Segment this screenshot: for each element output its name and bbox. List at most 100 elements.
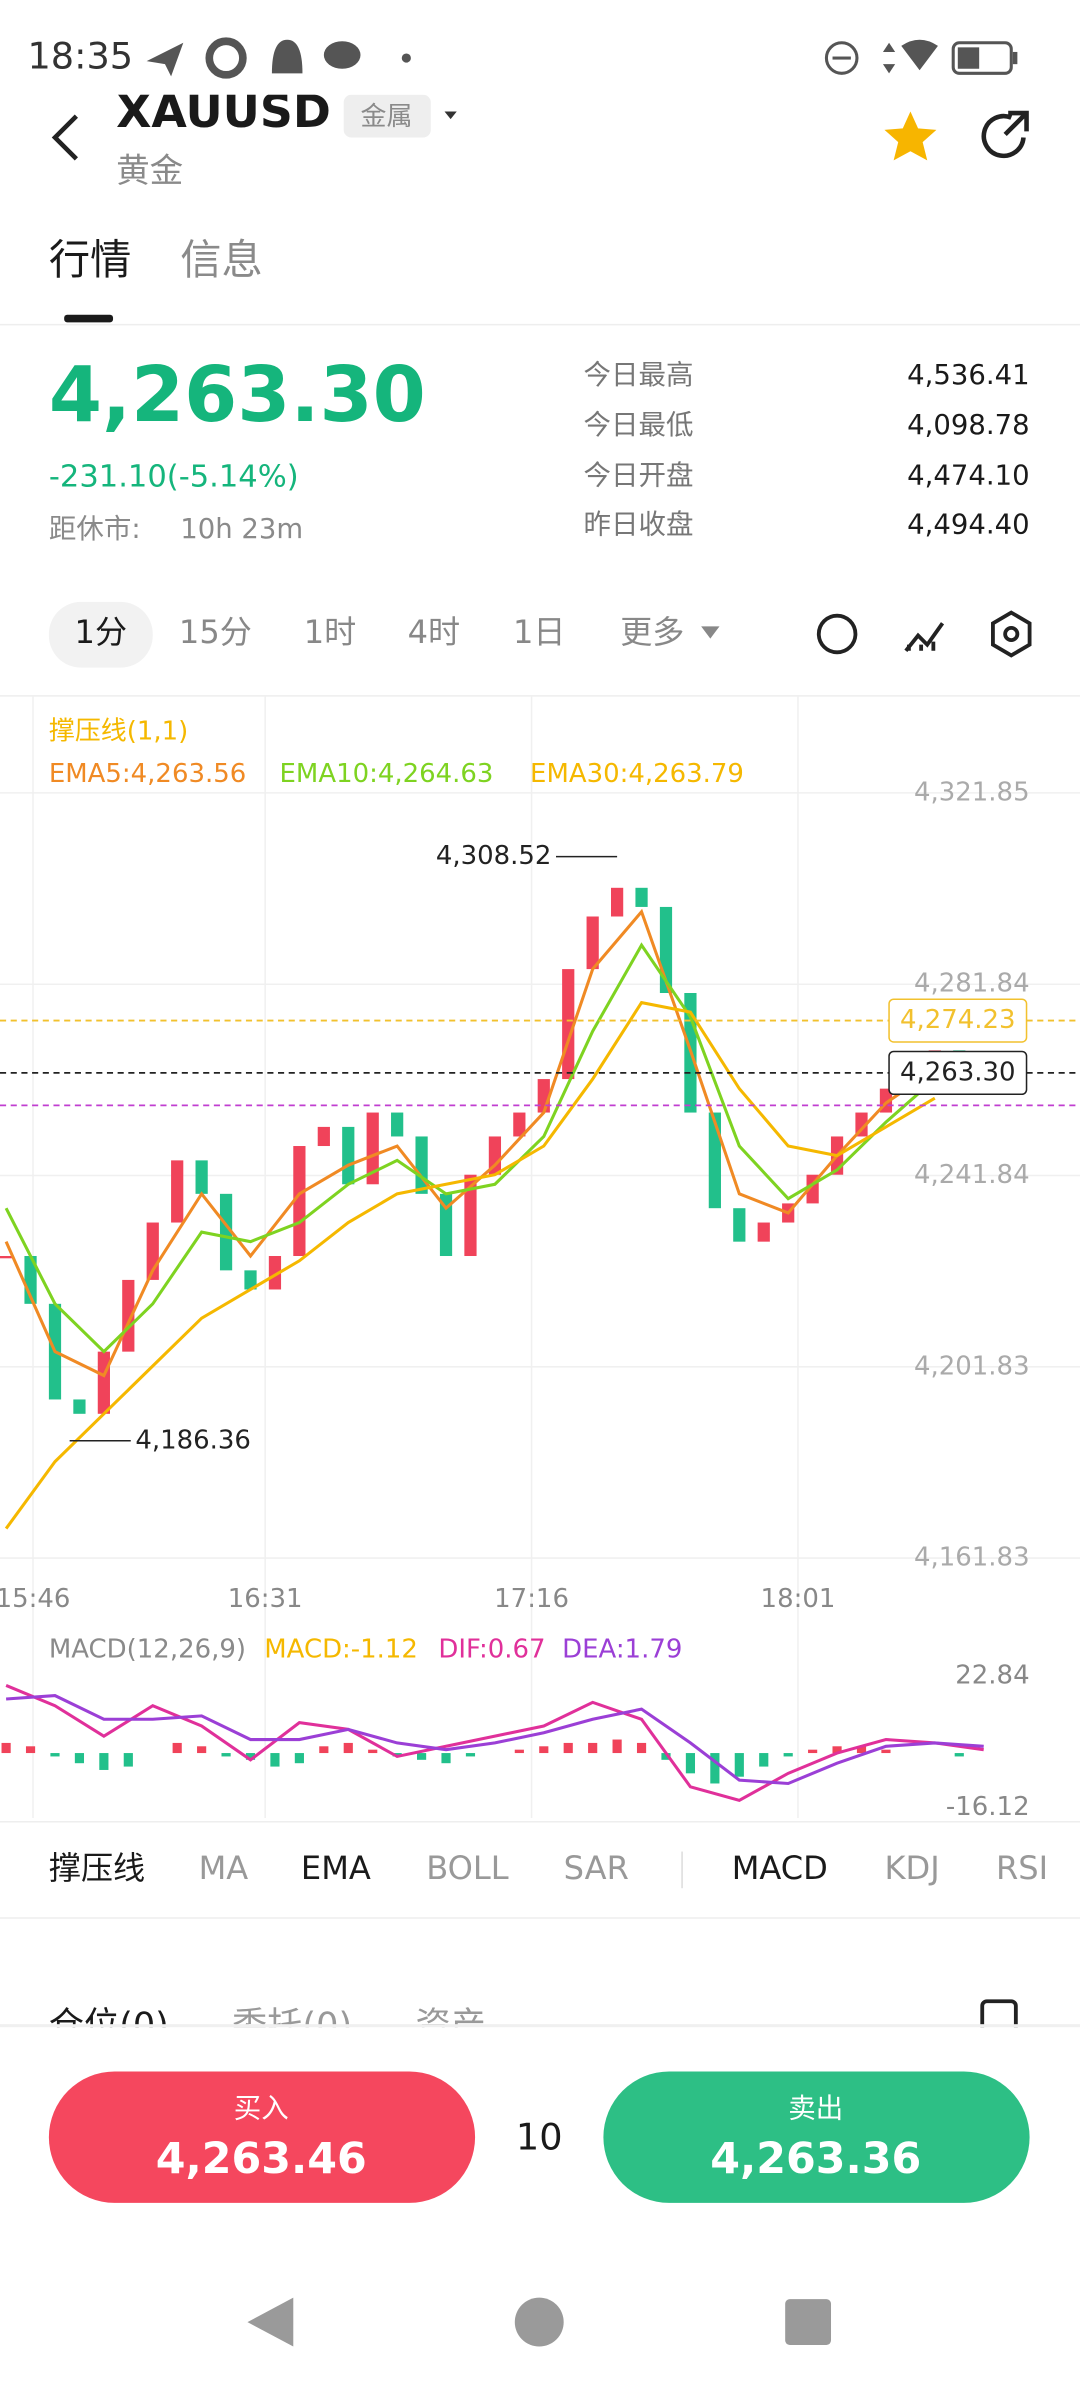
legend-entry: EMA5:4,263.56 bbox=[49, 759, 246, 789]
macd-bar bbox=[734, 1753, 744, 1777]
favorite-star[interactable] bbox=[884, 111, 937, 161]
dropdown-icon[interactable] bbox=[444, 111, 457, 120]
y-tick-label: 4,241.84 bbox=[914, 1160, 1030, 1190]
macd-bar bbox=[123, 1753, 133, 1767]
buy-button[interactable] bbox=[48, 2071, 476, 2203]
status-time: 18:35 bbox=[27, 35, 133, 78]
indicator-tab[interactable]: RSI bbox=[996, 1849, 1048, 1887]
candle bbox=[708, 1112, 721, 1209]
macd-bar bbox=[441, 1753, 451, 1764]
macd-bar bbox=[50, 1753, 60, 1757]
candle bbox=[122, 1279, 135, 1352]
macd-bar bbox=[612, 1739, 622, 1754]
y-tick-label: 4,161.83 bbox=[914, 1543, 1030, 1573]
y-tick-label: 4,201.83 bbox=[914, 1351, 1030, 1381]
candle bbox=[268, 1256, 282, 1290]
indicator-tab[interactable]: MA bbox=[199, 1849, 249, 1887]
tab[interactable]: 信息 bbox=[180, 236, 262, 284]
y-tick-label: -16.12 bbox=[946, 1792, 1030, 1822]
candle bbox=[317, 1126, 330, 1147]
indicator-tab[interactable]: BOLL bbox=[426, 1849, 509, 1887]
candle bbox=[635, 887, 648, 907]
x-tick-label: 16:31 bbox=[228, 1584, 303, 1614]
period[interactable]: 1日 bbox=[513, 613, 565, 651]
annotation: 4,186.36 bbox=[135, 1425, 251, 1455]
indicator-tab[interactable]: KDJ bbox=[884, 1849, 939, 1887]
candle bbox=[97, 1351, 110, 1414]
macd-bar bbox=[294, 1753, 304, 1764]
stat-label: 今日开盘 bbox=[584, 460, 694, 492]
indicator-tab[interactable]: MACD bbox=[732, 1849, 828, 1887]
info-button[interactable] bbox=[816, 613, 858, 655]
sell-button[interactable] bbox=[603, 2071, 1030, 2203]
macd-bar bbox=[172, 1742, 182, 1754]
nav-home[interactable] bbox=[514, 2297, 564, 2347]
tab-active[interactable]: 行情 bbox=[49, 236, 131, 284]
candle bbox=[757, 1222, 770, 1242]
panel-shadow bbox=[0, 2024, 1080, 2028]
more-arrow[interactable] bbox=[701, 626, 720, 639]
macd-bar bbox=[99, 1753, 109, 1770]
period[interactable]: 4时 bbox=[408, 613, 460, 651]
macd-bar bbox=[25, 1746, 36, 1754]
macd-bar bbox=[710, 1753, 720, 1784]
candle bbox=[219, 1193, 233, 1271]
period[interactable]: 15分 bbox=[179, 613, 252, 651]
macd-bar bbox=[661, 1753, 671, 1760]
dif-line bbox=[5, 1684, 984, 1803]
badge-bg bbox=[343, 94, 431, 138]
period-pill bbox=[48, 601, 153, 668]
stat-value: 4,536.41 bbox=[907, 359, 1029, 391]
candle bbox=[293, 1146, 306, 1257]
candle bbox=[464, 1174, 477, 1257]
y-tick-label: 4,321.85 bbox=[914, 777, 1030, 807]
macd-bar bbox=[881, 1749, 891, 1754]
indicator-tab[interactable]: 撑压线 bbox=[49, 1849, 145, 1887]
price-change: -231.10(-5.14%) bbox=[49, 460, 299, 495]
period[interactable]: 1分 bbox=[75, 613, 127, 651]
status-icons bbox=[146, 37, 1018, 79]
price-chart: 4,321.85 4,281.84 4,241.84 4,201.83 4,161.83… bbox=[0, 695, 1080, 1818]
period[interactable]: 更多 bbox=[620, 613, 684, 651]
divider bbox=[0, 1821, 1080, 1823]
candle bbox=[513, 1112, 526, 1137]
ema-line bbox=[4, 1000, 936, 1530]
candle bbox=[195, 1160, 208, 1194]
macd-bar bbox=[832, 1746, 842, 1754]
candle bbox=[73, 1399, 86, 1414]
macd-bar bbox=[783, 1753, 793, 1757]
settings-button[interactable] bbox=[991, 610, 1032, 658]
macd-legend: MACD:-1.12 bbox=[264, 1634, 418, 1664]
macd-bar bbox=[197, 1746, 207, 1754]
annotation: 4,308.52 bbox=[436, 841, 552, 871]
quantity[interactable]: 10 bbox=[516, 2115, 563, 2158]
indicator-tab[interactable]: EMA bbox=[301, 1849, 371, 1887]
x-tick-label: 18:01 bbox=[761, 1584, 836, 1614]
draw-button[interactable] bbox=[904, 622, 945, 652]
indicator-title: 撑压线(1,1) bbox=[49, 716, 188, 746]
period[interactable]: 1时 bbox=[304, 613, 356, 651]
candle bbox=[610, 887, 624, 917]
sell-label: 卖出 bbox=[788, 2093, 843, 2125]
ema-line bbox=[4, 942, 936, 1354]
share-button[interactable] bbox=[981, 110, 1029, 159]
macd-bar bbox=[856, 1746, 867, 1754]
sell-price: 4,263.36 bbox=[710, 2134, 921, 2184]
candle bbox=[488, 1136, 502, 1175]
nav-recent[interactable] bbox=[785, 2299, 832, 2346]
candle bbox=[586, 916, 599, 970]
chart-tools bbox=[816, 610, 1032, 658]
macd-bar bbox=[685, 1753, 696, 1774]
close-label: 距休市: bbox=[49, 513, 141, 545]
indicator-tab[interactable]: SAR bbox=[564, 1849, 629, 1887]
x-tick-label: 15:46 bbox=[0, 1584, 70, 1614]
badge: 金属 bbox=[361, 102, 413, 132]
back-button[interactable] bbox=[51, 114, 78, 161]
stat-label: 今日最高 bbox=[584, 359, 694, 391]
macd-bar bbox=[74, 1753, 85, 1764]
tab-underline bbox=[64, 314, 114, 323]
nav-back[interactable] bbox=[247, 2297, 294, 2347]
macd-bar bbox=[221, 1753, 231, 1757]
macd-bar bbox=[514, 1749, 524, 1754]
